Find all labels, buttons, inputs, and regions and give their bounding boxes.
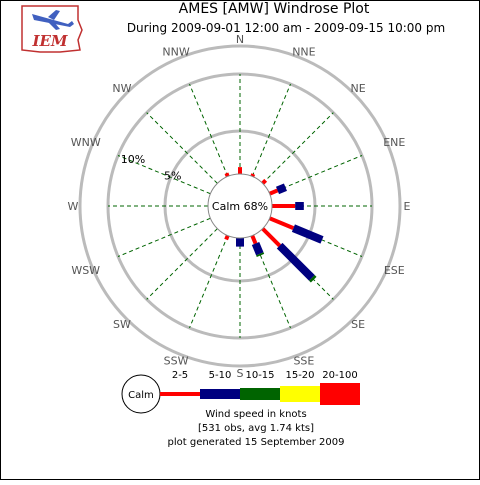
airplane-icon (32, 10, 74, 30)
legend-label-20-100: 20-100 (322, 370, 357, 381)
legend-swatch-2-5 (160, 392, 200, 396)
legend-caption: Wind speed in knots (205, 409, 306, 420)
direction-label-wnw: WNW (71, 136, 101, 149)
direction-label-n: N (236, 33, 244, 46)
direction-label-ne: NE (350, 82, 365, 95)
spoke-sw (146, 228, 218, 300)
direction-label-s: S (237, 367, 244, 380)
legend-swatch-10-15 (240, 388, 280, 400)
bar-ese-5-10 (291, 224, 324, 244)
legend-label-15-20: 15-20 (285, 370, 314, 381)
bar-ne-2-5 (261, 178, 268, 185)
ring-labels: 5% 10% (121, 153, 182, 182)
spoke-nne (251, 83, 291, 177)
calm-circle (207, 173, 273, 239)
legend-calm-label: Calm (128, 390, 154, 401)
spoke-wnw (117, 155, 211, 195)
direction-labels: N NNE NE ENE E ESE SE SSE S SSW SW WSW W WNW NW NNW (68, 33, 411, 380)
direction-label-w: W (68, 200, 79, 213)
chart-title: AMES [AMW] Windrose Plot (179, 1, 370, 17)
logo-text: IEM (31, 32, 67, 50)
direction-label-ene: ENE (383, 136, 405, 149)
direction-label-nnw: NNW (162, 46, 189, 59)
bar-se-5-10 (276, 242, 315, 281)
speed-legend: Calm 2-5 5-10 10-15 15-20 20-100 Wind speed … (121, 370, 360, 448)
bar-nnw-2-5 (224, 172, 230, 178)
direction-label-nw: NW (112, 82, 131, 95)
direction-label-nne: NNE (292, 46, 315, 59)
legend-label-5-10: 5-10 (209, 370, 232, 381)
legend-swatch-20-100 (320, 383, 360, 405)
bar-sse-5-10 (251, 241, 264, 256)
spoke-nnw (189, 83, 229, 177)
direction-label-sse: SSE (293, 354, 314, 367)
spoke-wsw (117, 217, 211, 257)
windrose-plot: 5%10% NNNENEENEEESESESSESSSWSWWSWWWNWNWN… (68, 33, 411, 380)
spoke-ssw (189, 235, 229, 329)
legend-generated: plot generated 15 September 2009 (168, 437, 345, 448)
bar-ese-2-5 (268, 216, 295, 230)
spoke-nw (146, 112, 218, 184)
direction-label-se: SE (351, 318, 365, 331)
legend-swatch-15-20 (280, 386, 320, 402)
legend-label-10-15: 10-15 (245, 370, 274, 381)
legend-obs: [531 obs, avg 1.74 kts] (198, 423, 314, 434)
legend-swatch-5-10 (200, 389, 240, 399)
bar-sse-10-15 (256, 252, 265, 257)
calm-label: Calm 68% (212, 200, 268, 213)
bar-ene-2-5 (268, 188, 279, 196)
bar-se-2-5 (261, 227, 282, 248)
direction-label-ese: ESE (384, 264, 405, 277)
chart-subtitle: During 2009-09-01 12:00 am - 2009-09-15 … (127, 21, 445, 35)
direction-label-sw: SW (113, 318, 131, 331)
legend-label-2-5: 2-5 (172, 370, 188, 381)
bar-ssw-2-5 (224, 234, 230, 241)
ring-label-10: 10% (121, 153, 145, 166)
ring-label-5: 5% (164, 169, 181, 182)
bar-sse-2-5 (250, 234, 258, 245)
bar-se-10-15 (309, 275, 317, 283)
direction-label-wsw: WSW (71, 264, 100, 277)
legend-bins: 2-5 5-10 10-15 15-20 20-100 (160, 370, 360, 405)
direction-label-e: E (404, 200, 411, 213)
bar-ene-5-10 (275, 183, 287, 195)
iem-logo: IEM (21, 5, 83, 53)
outer-ring (78, 44, 402, 368)
direction-label-ssw: SSW (164, 354, 189, 367)
spoke-ne (262, 112, 334, 184)
